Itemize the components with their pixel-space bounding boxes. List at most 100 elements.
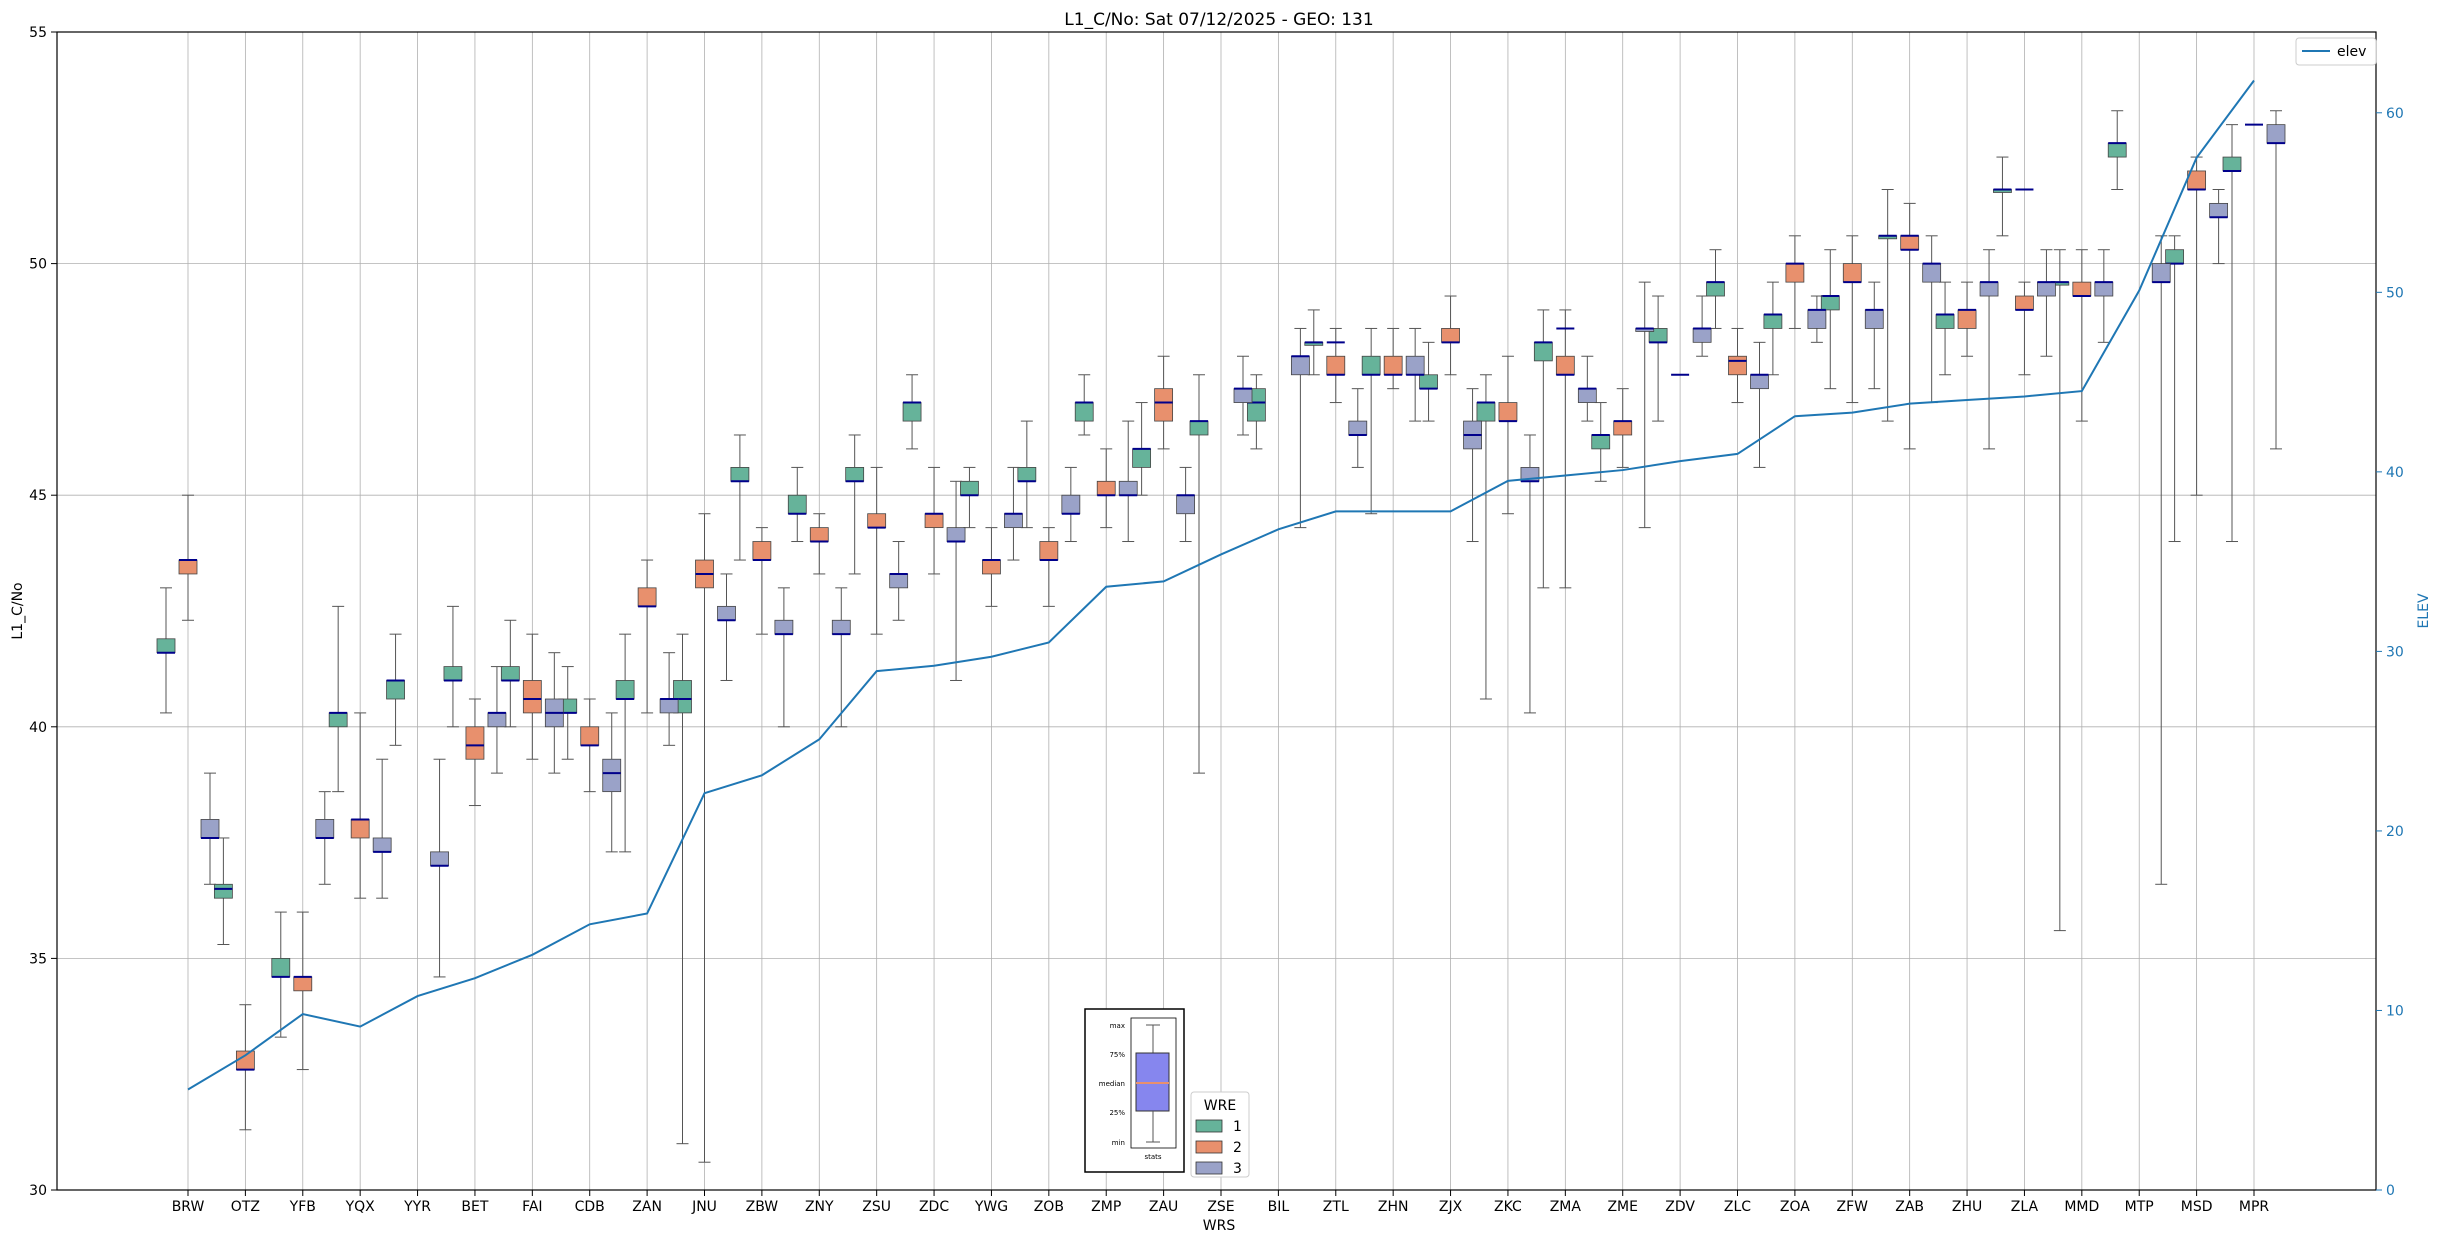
x-tick-label: ZBW bbox=[746, 1199, 779, 1215]
elev-legend-label: elev bbox=[2337, 44, 2366, 60]
x-tick-label: ZME bbox=[1607, 1199, 1638, 1215]
box-body bbox=[580, 726, 600, 746]
box-body bbox=[1842, 263, 1862, 283]
boxplot-key-inset: max 75% median 25% min stats bbox=[1084, 1008, 1185, 1173]
y-tick-label: 50 bbox=[29, 257, 47, 273]
x-tick-label: BRW bbox=[172, 1199, 205, 1215]
box-body bbox=[1441, 328, 1460, 343]
box-body bbox=[235, 1050, 255, 1070]
x-tick-label: ZLC bbox=[1724, 1199, 1751, 1215]
plot-frame bbox=[56, 31, 2377, 1191]
box-body bbox=[752, 541, 772, 561]
wre-legend: WRE 1 2 3 bbox=[1190, 1091, 1250, 1178]
y-tick-label: 35 bbox=[29, 951, 47, 967]
box-body bbox=[1476, 402, 1496, 422]
inset-label-q3: 75% bbox=[1109, 1051, 1125, 1059]
elev-line bbox=[187, 79, 2255, 1091]
box-body bbox=[1750, 374, 1769, 390]
x-tick-label: ZDV bbox=[1665, 1199, 1695, 1215]
wre-legend-swatch-2 bbox=[1195, 1140, 1223, 1154]
box-body bbox=[924, 513, 944, 529]
box-body bbox=[2094, 281, 2114, 297]
box-body bbox=[1154, 388, 1174, 422]
x-tick-label: ZSU bbox=[862, 1199, 891, 1215]
box-body bbox=[1807, 309, 1827, 329]
box-body bbox=[2015, 295, 2034, 311]
box-body bbox=[2222, 156, 2242, 172]
wre-legend-swatch-3 bbox=[1195, 1161, 1223, 1175]
box-body bbox=[1728, 355, 1747, 376]
x-tick-label: ZAN bbox=[632, 1199, 662, 1215]
y2-tick-label: 10 bbox=[2386, 1003, 2404, 1019]
box-body bbox=[372, 837, 392, 853]
box-body bbox=[2165, 249, 2185, 264]
x-tick-label: JNU bbox=[691, 1199, 717, 1215]
box-body bbox=[487, 712, 507, 728]
box-body bbox=[1706, 281, 1725, 297]
box-body bbox=[1577, 388, 1597, 403]
x-tick-label: BIL bbox=[1268, 1199, 1290, 1215]
box-body bbox=[1361, 355, 1381, 376]
box-body bbox=[213, 883, 233, 899]
box-body bbox=[1763, 314, 1783, 329]
box-body bbox=[1383, 355, 1403, 376]
box-body bbox=[1864, 309, 1884, 329]
box-body bbox=[1900, 235, 1920, 251]
box-body bbox=[845, 467, 865, 482]
y-axis-label: L1_C/No bbox=[10, 582, 26, 639]
box-body bbox=[2151, 263, 2171, 283]
box-body bbox=[350, 819, 370, 839]
wre-legend-frame bbox=[1190, 1091, 1250, 1178]
box-body bbox=[178, 559, 198, 575]
box-body bbox=[787, 494, 807, 515]
box-body bbox=[1922, 263, 1942, 283]
box-body bbox=[2072, 281, 2092, 297]
box-body bbox=[1017, 467, 1037, 482]
box-body bbox=[774, 619, 794, 635]
x-tick-label: FAI bbox=[522, 1199, 542, 1215]
box-body bbox=[1419, 374, 1438, 390]
y2-tick-label: 40 bbox=[2386, 465, 2404, 481]
x-tick-label: MPR bbox=[2239, 1199, 2270, 1215]
axes: BRW OTZ YFB YQX YYR BET FAI CDB ZAN JNU ZBW ZNY ZSU Z… bbox=[29, 25, 2404, 1215]
x-tick-label: MSD bbox=[2181, 1199, 2213, 1215]
grid-lines bbox=[57, 32, 2376, 1190]
wre-legend-swatch-1 bbox=[1195, 1119, 1223, 1133]
inset-label-stats: stats bbox=[1144, 1153, 1161, 1161]
inset-label-q1: 25% bbox=[1109, 1109, 1125, 1117]
inset-label-max: max bbox=[1110, 1022, 1125, 1030]
y-tick-label: 45 bbox=[29, 488, 47, 504]
box-body bbox=[615, 680, 635, 700]
box-body bbox=[1348, 420, 1368, 436]
box-body bbox=[1820, 295, 1840, 311]
box-body bbox=[1498, 402, 1518, 422]
x-axis-label: WRS bbox=[1203, 1218, 1236, 1234]
box-body bbox=[443, 666, 463, 681]
box-body bbox=[1533, 341, 1553, 362]
box-body bbox=[946, 527, 966, 542]
box-body bbox=[156, 638, 176, 654]
x-tick-label: YWG bbox=[974, 1199, 1008, 1215]
x-tick-label: ZMP bbox=[1091, 1199, 1121, 1215]
box-body bbox=[522, 680, 542, 714]
elev-legend-frame bbox=[2295, 37, 2377, 66]
box-body bbox=[1290, 355, 1310, 376]
box-body bbox=[831, 619, 851, 635]
box-body bbox=[1979, 281, 1999, 297]
x-tick-label: YYR bbox=[403, 1199, 431, 1215]
box-body bbox=[1061, 494, 1081, 515]
box-body bbox=[2266, 124, 2286, 144]
x-tick-label: ZHU bbox=[1952, 1199, 1982, 1215]
box-body bbox=[1189, 420, 1209, 436]
box-body bbox=[293, 976, 313, 992]
box-body bbox=[982, 559, 1001, 575]
x-tick-label: MTP bbox=[2125, 1199, 2154, 1215]
box-body bbox=[1176, 494, 1196, 515]
box-body bbox=[1935, 314, 1955, 329]
x-tick-label: ZNY bbox=[805, 1199, 834, 1215]
y2-tick-label: 20 bbox=[2386, 824, 2404, 840]
box-body bbox=[1233, 388, 1253, 403]
x-tick-label: ZAU bbox=[1149, 1199, 1178, 1215]
y2-tick-label: 50 bbox=[2386, 285, 2404, 301]
